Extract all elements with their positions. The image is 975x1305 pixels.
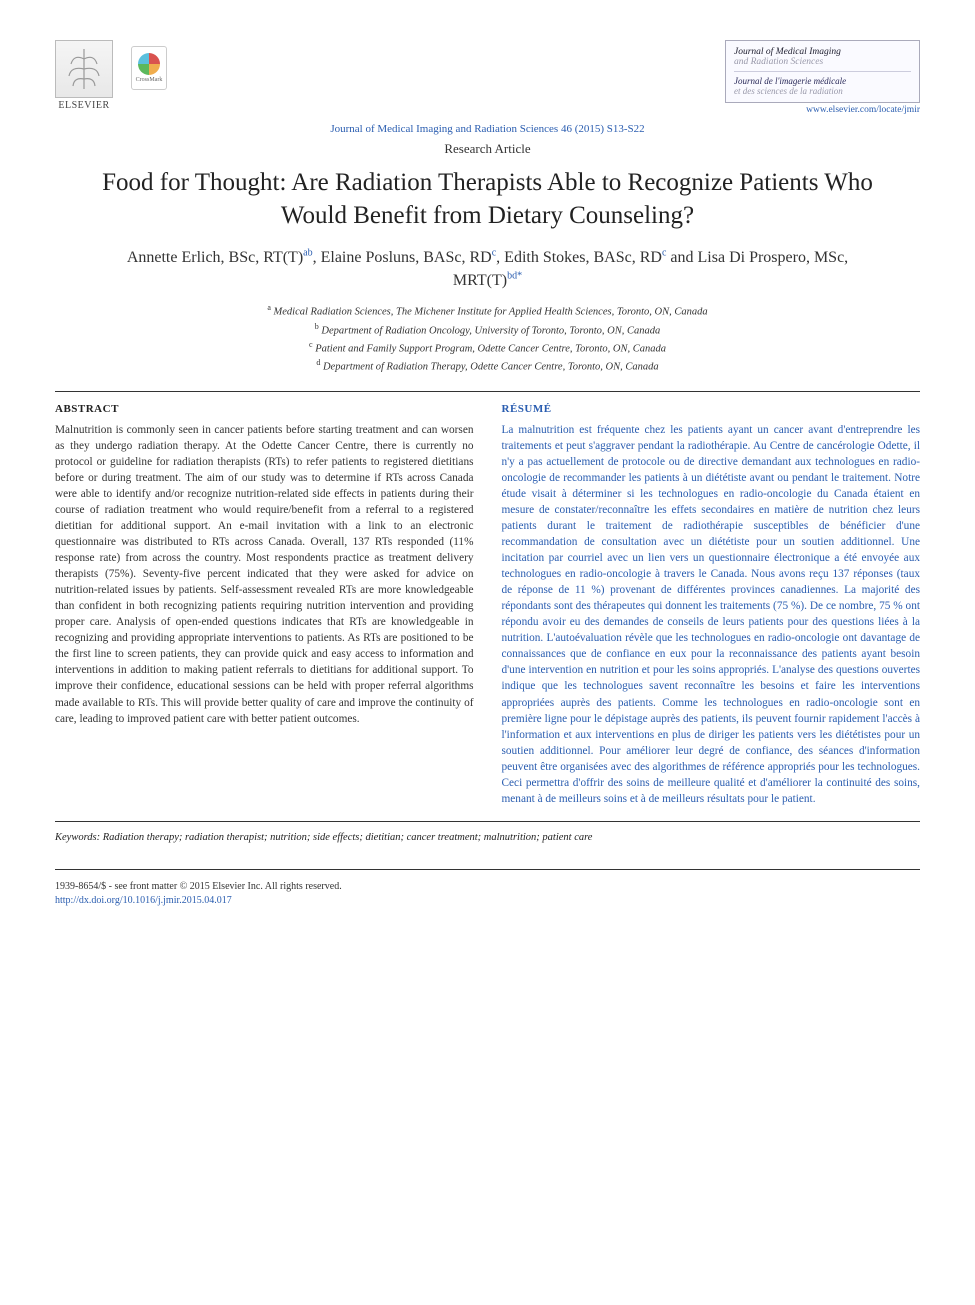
article-title: Food for Thought: Are Radiation Therapis… xyxy=(85,167,890,232)
resume-heading: RÉSUMÉ xyxy=(502,402,921,418)
keywords-line: Keywords: Radiation therapy; radiation t… xyxy=(55,832,920,843)
affiliations: a Medical Radiation Sciences, The Michen… xyxy=(55,302,920,375)
abstract-columns: ABSTRACT Malnutrition is commonly seen i… xyxy=(55,402,920,806)
crossmark-icon xyxy=(138,53,160,75)
abstract-text: Malnutrition is commonly seen in cancer … xyxy=(55,422,474,727)
journal-title-en-l2: and Radiation Sciences xyxy=(734,57,823,67)
page-footer: 1939-8654/$ - see front matter © 2015 El… xyxy=(55,880,920,908)
affiliation-line: b Department of Radiation Oncology, Univ… xyxy=(55,321,920,339)
crossmark-badge[interactable]: CrossMark xyxy=(131,46,167,90)
citation-line: Journal of Medical Imaging and Radiation… xyxy=(55,123,920,135)
journal-title-fr-l2: et des sciences de la radiation xyxy=(734,86,843,96)
doi-link[interactable]: http://dx.doi.org/10.1016/j.jmir.2015.04… xyxy=(55,894,920,908)
journal-title-fr: Journal de l'imagerie médicale et des sc… xyxy=(734,76,911,96)
header-left: ELSEVIER CrossMark xyxy=(55,40,167,111)
authors: Annette Erlich, BSc, RT(T)ab, Elaine Pos… xyxy=(105,246,870,292)
journal-title-en-l1: Journal of Medical Imaging xyxy=(734,47,841,57)
journal-box-divider xyxy=(734,71,911,72)
mid-rule xyxy=(55,821,920,822)
journal-homepage-link[interactable]: www.elsevier.com/locate/jmir xyxy=(725,105,920,115)
copyright-line: 1939-8654/$ - see front matter © 2015 El… xyxy=(55,880,920,894)
article-type: Research Article xyxy=(55,141,920,157)
elsevier-tree-icon xyxy=(55,40,113,98)
publisher-label: ELSEVIER xyxy=(58,100,109,111)
keywords-text: Radiation therapy; radiation therapist; … xyxy=(100,832,592,843)
header-right-wrap: Journal of Medical Imaging and Radiation… xyxy=(725,40,920,115)
affiliation-line: a Medical Radiation Sciences, The Michen… xyxy=(55,302,920,320)
affiliation-line: d Department of Radiation Therapy, Odett… xyxy=(55,357,920,375)
abstract-heading: ABSTRACT xyxy=(55,402,474,418)
journal-title-fr-l1: Journal de l'imagerie médicale xyxy=(734,76,846,86)
journal-title-box: Journal of Medical Imaging and Radiation… xyxy=(725,40,920,103)
journal-title-en: Journal of Medical Imaging and Radiation… xyxy=(734,47,911,67)
top-rule xyxy=(55,391,920,392)
affiliation-line: c Patient and Family Support Program, Od… xyxy=(55,339,920,357)
abstract-column-fr: RÉSUMÉ La malnutrition est fréquente che… xyxy=(502,402,921,806)
bottom-rule xyxy=(55,869,920,870)
publisher-logo: ELSEVIER xyxy=(55,40,113,111)
keywords-label: Keywords: xyxy=(55,832,100,843)
page-header: ELSEVIER CrossMark Journal of Medical Im… xyxy=(55,40,920,115)
abstract-column-en: ABSTRACT Malnutrition is commonly seen i… xyxy=(55,402,474,806)
crossmark-label: CrossMark xyxy=(136,77,163,83)
resume-text: La malnutrition est fréquente chez les p… xyxy=(502,422,921,807)
